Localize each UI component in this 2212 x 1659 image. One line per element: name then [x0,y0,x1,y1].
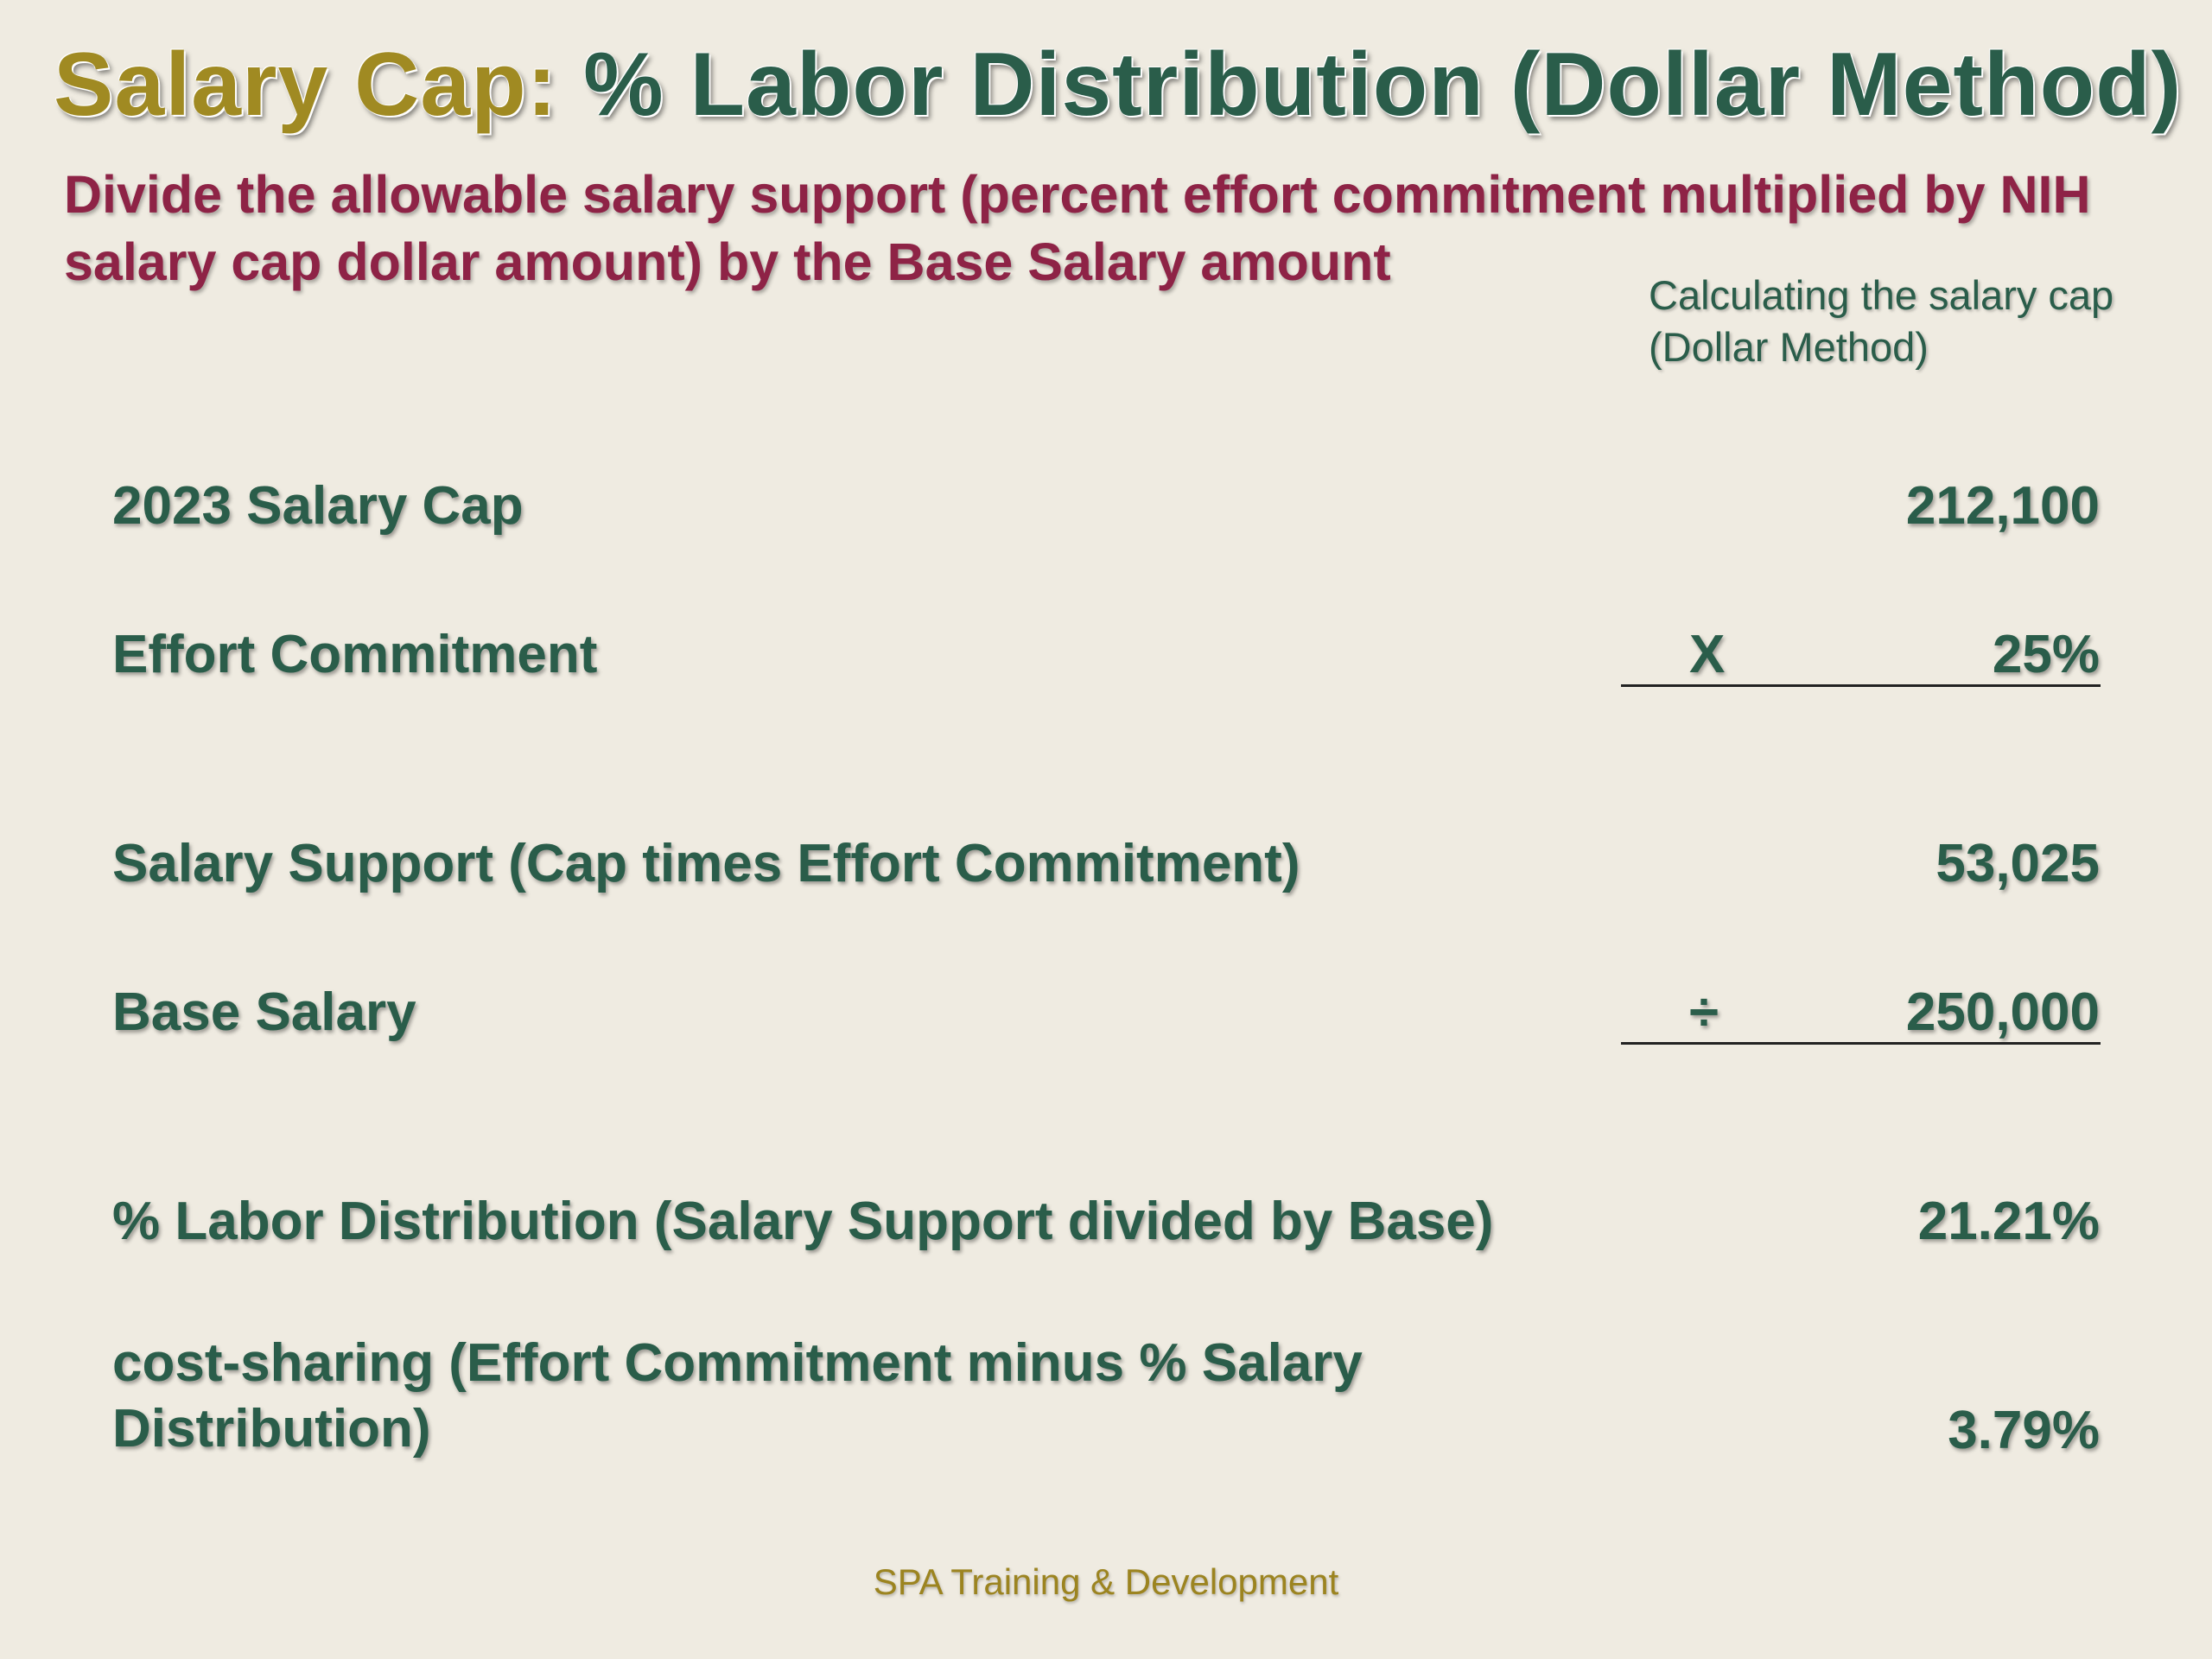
side-note-line-2: (Dollar Method) [1649,324,1929,370]
title-prefix: Salary Cap: [54,35,558,135]
side-note: Calculating the salary cap (Dollar Metho… [1649,270,2184,373]
row-label-salary-cap: 2023 Salary Cap [112,476,524,536]
slide-title: Salary Cap: % Labor Distribution (Dollar… [54,33,2182,137]
title-main: % Labor Distribution (Dollar Method) [557,35,2183,135]
row-value-effort-commitment: 25% [1992,625,2100,684]
divide-operator: ÷ [1689,982,1719,1042]
row-label-base-salary: Base Salary [112,982,416,1042]
divide-underline [1621,1042,2101,1045]
row-value-salary-support: 53,025 [1936,834,2100,893]
row-value-cost-sharing: 3.79% [1948,1401,2100,1460]
row-label-cost-sharing: cost-sharing (Effort Commitment minus % … [112,1333,1363,1459]
multiply-underline [1621,684,2101,687]
slide-footer: SPA Training & Development [873,1561,1339,1602]
multiply-operator: X [1689,625,1726,684]
row-value-labor-distribution: 21.21% [1917,1192,2100,1251]
row-value-salary-cap: 212,100 [1905,476,2100,536]
row-label-labor-distribution: % Labor Distribution (Salary Support div… [112,1192,1494,1251]
row-label-effort-commitment: Effort Commitment [112,625,598,684]
row-label-salary-support: Salary Support (Cap times Effort Commitm… [112,834,1300,893]
row-value-base-salary: 250,000 [1905,982,2100,1042]
side-note-line-1: Calculating the salary cap [1649,272,2114,318]
slide-subtitle: Divide the allowable salary support (per… [64,165,2091,291]
